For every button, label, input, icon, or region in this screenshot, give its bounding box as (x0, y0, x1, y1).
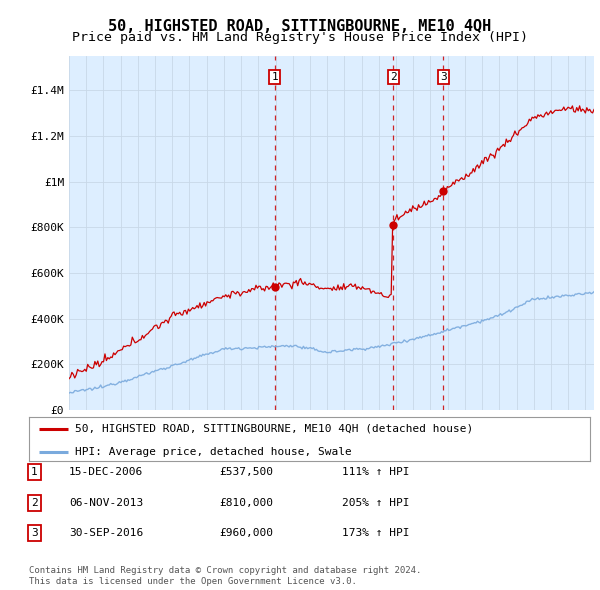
Text: 1: 1 (271, 72, 278, 82)
Text: 06-NOV-2013: 06-NOV-2013 (69, 498, 143, 507)
Text: 2: 2 (390, 72, 397, 82)
Text: 50, HIGHSTED ROAD, SITTINGBOURNE, ME10 4QH: 50, HIGHSTED ROAD, SITTINGBOURNE, ME10 4… (109, 19, 491, 34)
Text: 2: 2 (31, 498, 38, 507)
Text: Price paid vs. HM Land Registry's House Price Index (HPI): Price paid vs. HM Land Registry's House … (72, 31, 528, 44)
Text: This data is licensed under the Open Government Licence v3.0.: This data is licensed under the Open Gov… (29, 577, 356, 586)
Text: 111% ↑ HPI: 111% ↑ HPI (342, 467, 409, 477)
Text: 30-SEP-2016: 30-SEP-2016 (69, 529, 143, 538)
Text: 3: 3 (440, 72, 447, 82)
Text: 50, HIGHSTED ROAD, SITTINGBOURNE, ME10 4QH (detached house): 50, HIGHSTED ROAD, SITTINGBOURNE, ME10 4… (75, 424, 473, 434)
Text: 173% ↑ HPI: 173% ↑ HPI (342, 529, 409, 538)
Text: 15-DEC-2006: 15-DEC-2006 (69, 467, 143, 477)
Text: 205% ↑ HPI: 205% ↑ HPI (342, 498, 409, 507)
Text: £537,500: £537,500 (219, 467, 273, 477)
Text: HPI: Average price, detached house, Swale: HPI: Average price, detached house, Swal… (75, 447, 352, 457)
Text: 3: 3 (31, 529, 38, 538)
Text: 1: 1 (31, 467, 38, 477)
Text: £960,000: £960,000 (219, 529, 273, 538)
Text: £810,000: £810,000 (219, 498, 273, 507)
Text: Contains HM Land Registry data © Crown copyright and database right 2024.: Contains HM Land Registry data © Crown c… (29, 566, 421, 575)
